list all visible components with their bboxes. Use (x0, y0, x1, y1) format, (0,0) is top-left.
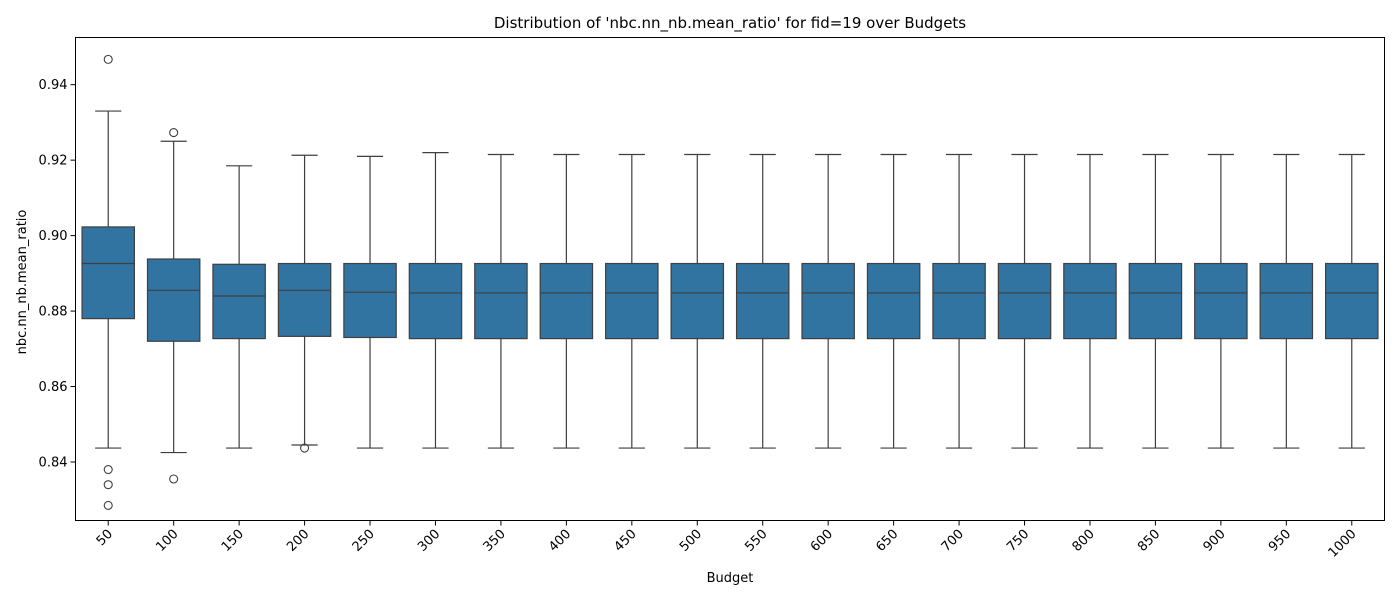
iqr-box (932, 262, 986, 340)
y-tick-label: 0.94 (39, 78, 68, 93)
x-tick-label: 150 (219, 527, 247, 555)
box-450 (605, 153, 659, 449)
iqr-box (1324, 262, 1379, 340)
x-tick-label: 550 (742, 527, 770, 555)
outlier-point (169, 128, 179, 138)
y-tick-label: 0.90 (39, 229, 68, 244)
y-axis-title: nbc.nn_nb.mean_ratio (15, 210, 30, 355)
x-tick-label: 1000 (1326, 527, 1360, 561)
y-tick-label: 0.86 (39, 380, 68, 395)
box-200 (277, 154, 332, 453)
iqr-box (1063, 262, 1117, 340)
box-150 (212, 165, 266, 449)
box-50 (81, 54, 136, 510)
x-tick-label: 200 (284, 527, 312, 555)
x-tick-label: 50 (94, 527, 116, 549)
iqr-box (343, 262, 397, 339)
iqr-box (670, 262, 725, 340)
box-950 (1259, 153, 1314, 449)
y-tick-label: 0.84 (39, 456, 68, 471)
y-axis: 0.84 0.86 0.88 0.90 0.92 0.94 (39, 78, 76, 471)
outlier-point (103, 500, 113, 510)
box-100 (146, 128, 201, 484)
box-600 (801, 153, 855, 449)
box-850 (1128, 153, 1183, 449)
box-series (81, 54, 1379, 510)
iqr-box (408, 262, 463, 340)
chart-title: Distribution of 'nbc.nn_nb.mean_ratio' f… (494, 14, 966, 33)
iqr-box (997, 262, 1052, 340)
iqr-box (474, 262, 528, 340)
iqr-box (866, 262, 921, 340)
y-tick-label: 0.88 (39, 305, 68, 320)
x-tick-label: 750 (1004, 527, 1032, 555)
box-300 (408, 151, 463, 449)
outlier-point (103, 54, 113, 64)
outlier-point (169, 474, 179, 484)
x-tick-label: 950 (1266, 527, 1294, 555)
x-tick-label: 100 (153, 527, 181, 555)
iqr-box (801, 262, 855, 340)
iqr-box (539, 262, 594, 340)
box-700 (932, 153, 986, 449)
plot-frame (75, 37, 1385, 521)
y-tick-label: 0.92 (39, 154, 68, 169)
x-tick-label: 400 (546, 527, 574, 555)
outlier-point (103, 465, 113, 475)
box-750 (997, 153, 1052, 449)
iqr-box (146, 258, 201, 342)
x-tick-label: 650 (873, 527, 901, 555)
x-tick-label: 850 (1135, 527, 1163, 555)
x-tick-label: 300 (415, 527, 443, 555)
outlier-point (103, 480, 113, 490)
x-tick-label: 350 (481, 527, 509, 555)
x-tick-label: 450 (611, 527, 639, 555)
iqr-box (81, 226, 136, 320)
iqr-box (212, 263, 266, 340)
x-tick-label: 800 (1070, 527, 1098, 555)
iqr-box (1259, 262, 1314, 340)
iqr-box (735, 262, 790, 340)
iqr-box (1194, 262, 1248, 340)
iqr-box (1128, 262, 1183, 340)
box-400 (539, 153, 594, 449)
x-axis: 50 100 150 200 250 300 350 400 450 500 550 600 650 70… (94, 520, 1360, 561)
iqr-box (277, 262, 332, 337)
outlier-point (300, 443, 310, 453)
box-1000 (1324, 153, 1379, 449)
box-550 (735, 153, 790, 449)
box-250 (343, 155, 397, 449)
box-500 (670, 153, 725, 449)
box-900 (1194, 153, 1248, 449)
iqr-box (605, 262, 659, 340)
box-350 (474, 153, 528, 449)
x-tick-label: 700 (939, 527, 967, 555)
x-axis-title: Budget (707, 571, 754, 586)
x-tick-label: 500 (677, 527, 705, 555)
box-650 (866, 153, 921, 449)
box-800 (1063, 153, 1117, 449)
x-tick-label: 900 (1201, 527, 1229, 555)
x-tick-label: 600 (808, 527, 836, 555)
x-tick-label: 250 (350, 527, 378, 555)
